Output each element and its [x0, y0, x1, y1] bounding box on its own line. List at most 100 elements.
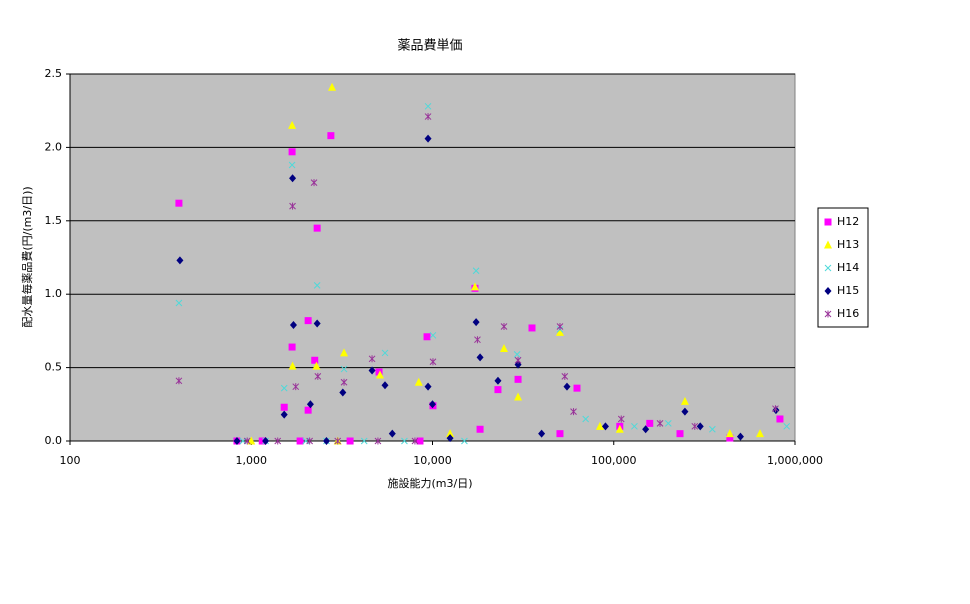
- legend-label: H15: [837, 284, 859, 297]
- point: [755, 429, 764, 438]
- legend-marker: [824, 264, 832, 272]
- point: [514, 375, 522, 383]
- y-tick-label: 1.0: [45, 287, 63, 300]
- legend-label: H14: [837, 261, 859, 274]
- point: [327, 132, 335, 140]
- point: [306, 437, 314, 445]
- x-tick-label: 100: [60, 454, 81, 467]
- point: [374, 437, 382, 445]
- point: [528, 324, 536, 332]
- point: [429, 400, 436, 409]
- point: [416, 437, 424, 445]
- point: [262, 437, 270, 445]
- point: [563, 382, 571, 391]
- point: [556, 322, 564, 330]
- point: [328, 82, 337, 91]
- point: [725, 429, 734, 438]
- point: [360, 437, 368, 445]
- point: [494, 386, 502, 394]
- point: [375, 370, 384, 379]
- point: [691, 422, 699, 430]
- point: [289, 174, 297, 183]
- point: [388, 429, 396, 438]
- point: [513, 351, 521, 358]
- point: [313, 319, 321, 328]
- point: [472, 318, 480, 327]
- point: [570, 408, 577, 416]
- legend-marker: [824, 310, 832, 318]
- point: [494, 376, 502, 385]
- point: [573, 384, 581, 392]
- point: [429, 331, 437, 339]
- point: [280, 384, 288, 392]
- series: [176, 134, 780, 445]
- point: [499, 344, 508, 353]
- point: [561, 372, 569, 380]
- point: [696, 422, 704, 431]
- point: [656, 419, 664, 427]
- point: [556, 430, 564, 438]
- point: [334, 437, 342, 445]
- point: [414, 377, 423, 386]
- point: [615, 424, 624, 433]
- series: [175, 102, 791, 445]
- y-tick-label: 0.0: [45, 434, 63, 447]
- point: [646, 419, 654, 427]
- chart-title: 薬品費単価: [397, 38, 462, 54]
- point: [288, 148, 296, 156]
- point: [461, 437, 468, 445]
- point: [595, 421, 604, 430]
- y-tick-label: 2.0: [45, 140, 63, 153]
- legend-marker: [824, 240, 832, 249]
- point: [617, 415, 625, 423]
- point: [631, 422, 638, 430]
- x-axis-label: 施設能力(m3/日): [387, 476, 472, 490]
- point: [772, 406, 780, 415]
- point: [243, 437, 251, 445]
- point: [304, 317, 312, 325]
- point: [446, 429, 455, 438]
- point: [289, 321, 297, 330]
- plot-area: [69, 73, 796, 442]
- point: [340, 348, 349, 357]
- point: [176, 256, 184, 265]
- series: [247, 82, 764, 445]
- x-tick-label: 1,000,000: [767, 454, 823, 467]
- point: [322, 437, 330, 445]
- y-tick-label: 1.5: [45, 214, 63, 227]
- point: [601, 422, 609, 431]
- point: [339, 388, 347, 397]
- point: [175, 199, 183, 207]
- point: [381, 381, 389, 390]
- legend-label: H13: [837, 238, 859, 251]
- point: [288, 120, 297, 129]
- point: [280, 403, 288, 411]
- point: [681, 407, 689, 416]
- point: [514, 356, 522, 364]
- point: [411, 437, 419, 445]
- point: [311, 356, 319, 364]
- point: [446, 434, 454, 443]
- point: [233, 437, 241, 445]
- point: [274, 437, 282, 445]
- point: [310, 179, 318, 187]
- point: [424, 102, 432, 110]
- point: [280, 410, 288, 419]
- point: [340, 365, 348, 373]
- point: [424, 134, 432, 143]
- point: [429, 358, 437, 366]
- point: [538, 429, 546, 438]
- point: [288, 361, 297, 370]
- legend-marker: [824, 287, 832, 295]
- point: [772, 405, 779, 413]
- point: [500, 322, 508, 330]
- x-tick-label: 100,000: [591, 454, 637, 467]
- point: [304, 406, 312, 414]
- point: [424, 113, 432, 121]
- point: [709, 425, 716, 433]
- point: [346, 437, 354, 445]
- legend-label: H16: [837, 307, 859, 320]
- point: [582, 415, 590, 423]
- point: [776, 415, 784, 423]
